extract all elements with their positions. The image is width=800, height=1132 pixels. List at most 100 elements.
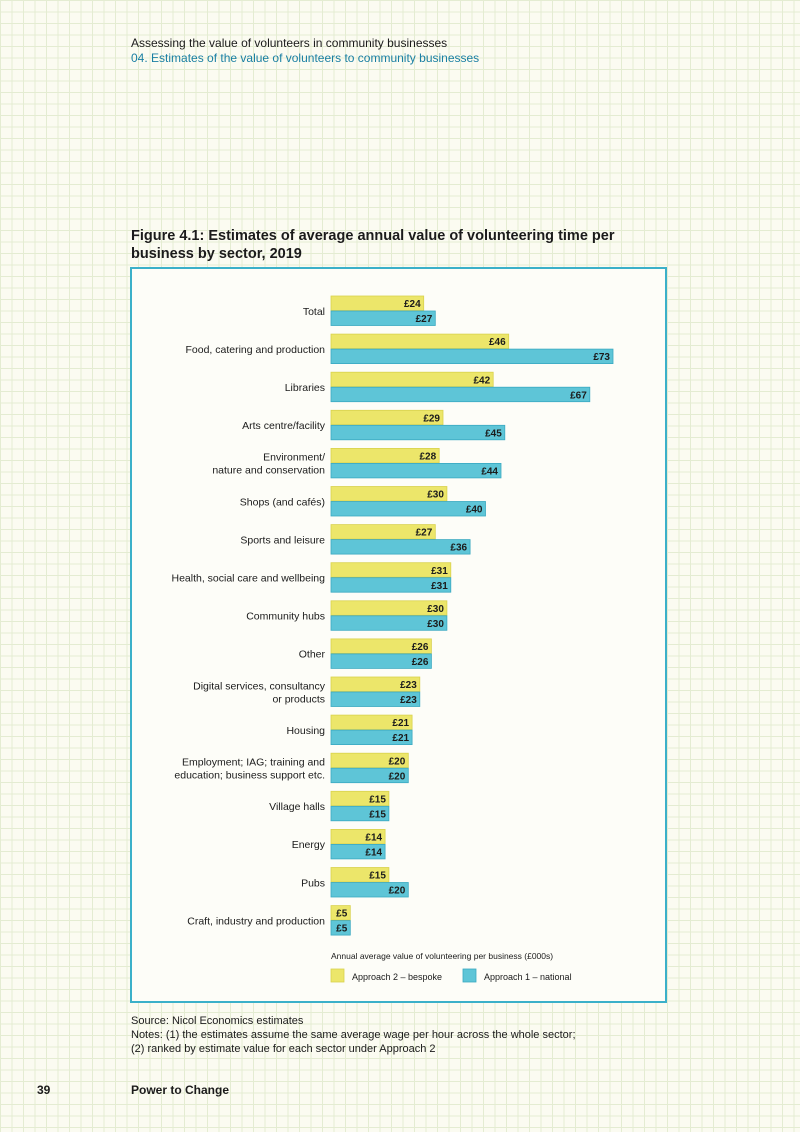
category-label: Environment/nature and conservation [212, 452, 325, 477]
data-label: £28 [420, 452, 437, 463]
data-label: £20 [389, 771, 406, 782]
category-label: Village halls [269, 801, 325, 813]
bar-approach-2 [330, 333, 510, 349]
data-label: £15 [369, 871, 386, 882]
data-label: £15 [369, 794, 386, 805]
bar-approach-2 [330, 524, 436, 540]
legend-approach-2-label: Approach 2 – bespoke [352, 972, 442, 982]
figure-title: Figure 4.1: Estimates of average annual … [131, 228, 615, 262]
document-title: Assessing the value of volunteers in com… [131, 36, 448, 50]
data-label: £40 [466, 505, 483, 516]
bar-chart: Total £24 £27 Food, catering and production… [171, 295, 614, 983]
category-label: Craft, industry and production [187, 915, 325, 927]
bar-approach-1 [330, 920, 351, 936]
bar-approach-1 [330, 424, 506, 441]
data-label: £42 [474, 375, 491, 386]
legend-approach-1-label: Approach 1 – national [484, 972, 572, 982]
bar-approach-2 [330, 371, 494, 388]
figure-notes: Source: Nicol Economics estimates Notes:… [131, 1014, 576, 1056]
bar-approach-2 [330, 905, 351, 921]
bar-approach-1 [330, 844, 386, 860]
category-label: Employment; IAG; training and education; … [174, 757, 325, 782]
bar-approach-1 [330, 386, 591, 403]
data-label: £31 [431, 581, 448, 592]
section-title: 04. Estimates of the value of volunteers… [131, 51, 480, 65]
category-label: Libraries [285, 382, 325, 394]
bar-approach-1 [330, 882, 409, 898]
data-label: £46 [489, 337, 506, 348]
bar-approach-2 [330, 486, 448, 502]
bar-approach-1 [330, 462, 502, 479]
data-label: £44 [481, 467, 498, 478]
page-number: 39 [37, 1083, 51, 1097]
bar-approach-1 [330, 805, 390, 822]
data-label: £14 [365, 832, 382, 843]
data-label: £23 [400, 695, 417, 706]
data-label: £15 [369, 809, 386, 820]
category-label: Sports and leisure [240, 534, 325, 546]
data-label: £21 [392, 733, 409, 744]
data-label: £67 [570, 390, 587, 401]
data-label: £5 [336, 909, 348, 920]
data-label: £5 [336, 924, 348, 935]
bar-approach-2 [330, 447, 440, 464]
note-line-1: Notes: (1) the estimates assume the same… [131, 1029, 576, 1041]
data-label: £27 [416, 528, 433, 539]
bar-approach-1 [330, 577, 452, 593]
bar-approach-2 [330, 676, 421, 692]
data-label: £29 [423, 413, 440, 424]
data-label: £24 [404, 299, 421, 310]
category-label: Health, social care and wellbeing [171, 572, 325, 584]
bar-approach-1 [330, 348, 614, 364]
bar-approach-2 [330, 714, 413, 731]
bar-approach-2 [330, 600, 448, 616]
x-axis-label: Annual average value of volunteering per… [331, 951, 553, 961]
data-label: £31 [431, 566, 448, 577]
data-label: £20 [389, 756, 406, 767]
bar-approach-2 [330, 867, 390, 883]
data-label: £27 [416, 314, 433, 325]
category-label: Pubs [301, 877, 325, 889]
bar-approach-1 [330, 691, 421, 707]
data-label: £14 [365, 847, 382, 858]
legend-approach-2-swatch [330, 968, 345, 983]
category-label: Shops (and cafés) [240, 496, 325, 508]
data-label: £36 [450, 543, 467, 554]
bar-approach-1 [330, 767, 409, 784]
bar-approach-2 [330, 829, 386, 845]
data-label: £30 [427, 490, 444, 501]
data-label: £26 [412, 642, 429, 653]
bar-approach-1 [330, 501, 486, 517]
bar-approach-1 [330, 615, 448, 631]
bar-approach-2 [330, 752, 409, 769]
bar-approach-1 [330, 729, 413, 746]
bar-approach-1 [330, 310, 436, 326]
bar-approach-2 [330, 295, 425, 311]
data-label: £23 [400, 680, 417, 691]
bar-approach-2 [330, 790, 390, 807]
legend-approach-1-swatch [462, 968, 477, 983]
data-label: £45 [485, 428, 502, 439]
data-label: £73 [593, 352, 610, 363]
bar-approach-2 [330, 409, 444, 426]
source-note: Source: Nicol Economics estimates [131, 1015, 304, 1027]
category-label: Housing [286, 725, 325, 737]
category-label: Arts centre/facility [242, 420, 326, 432]
data-label: £30 [427, 619, 444, 630]
data-label: £26 [412, 657, 429, 668]
footer-brand: Power to Change [131, 1083, 230, 1097]
bar-approach-1 [330, 653, 432, 669]
category-label: Food, catering and production [185, 344, 325, 356]
data-label: £30 [427, 604, 444, 615]
category-label: Digital services, consultancy or products [193, 680, 326, 705]
category-label: Other [299, 649, 326, 661]
category-label: Energy [292, 839, 326, 851]
chart-panel: Total £24 £27 Food, catering and production… [130, 267, 667, 1003]
category-label: Total [303, 306, 325, 318]
bar-approach-2 [330, 638, 432, 654]
bar-approach-1 [330, 539, 471, 555]
data-label: £21 [392, 718, 409, 729]
note-line-2: (2) ranked by estimate value for each se… [131, 1043, 436, 1055]
bar-approach-2 [330, 562, 452, 578]
category-label: Community hubs [246, 611, 325, 623]
